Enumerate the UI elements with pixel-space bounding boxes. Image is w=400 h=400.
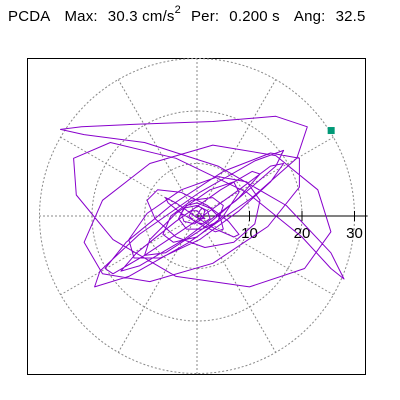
orbit-trace-group xyxy=(60,115,345,288)
max-label: Max: xyxy=(64,8,98,25)
max-unit: cm/s xyxy=(142,8,175,25)
per-value: 0.200 s xyxy=(229,8,280,25)
radial-tick-label-10: 10 xyxy=(241,225,258,242)
ang-label: Ang: xyxy=(293,8,326,25)
grid-spoke-8 xyxy=(60,215,198,296)
per-label: Per: xyxy=(190,8,220,25)
chart-header: PCDA Max: 30.3 cm/s2 Per: 0.200 s Ang: 32.5 xyxy=(8,4,366,32)
orbit-trace xyxy=(60,115,345,288)
radial-tick-label-20: 20 xyxy=(294,225,311,242)
peak-marker-group xyxy=(327,127,335,135)
ang-value: 32.5 xyxy=(335,8,366,25)
radial-axis: 10 20 30 xyxy=(197,211,368,242)
max-value: 30.3 xyxy=(107,8,138,25)
radial-tick-label-30: 30 xyxy=(346,225,363,242)
peak-marker xyxy=(327,127,335,135)
grid-spoke-11 xyxy=(196,215,277,353)
grid-spoke-6 xyxy=(60,136,198,217)
grid-spoke-5 xyxy=(117,79,198,217)
chart-title: PCDA xyxy=(8,8,51,25)
max-unit-exponent: 2 xyxy=(174,4,181,16)
